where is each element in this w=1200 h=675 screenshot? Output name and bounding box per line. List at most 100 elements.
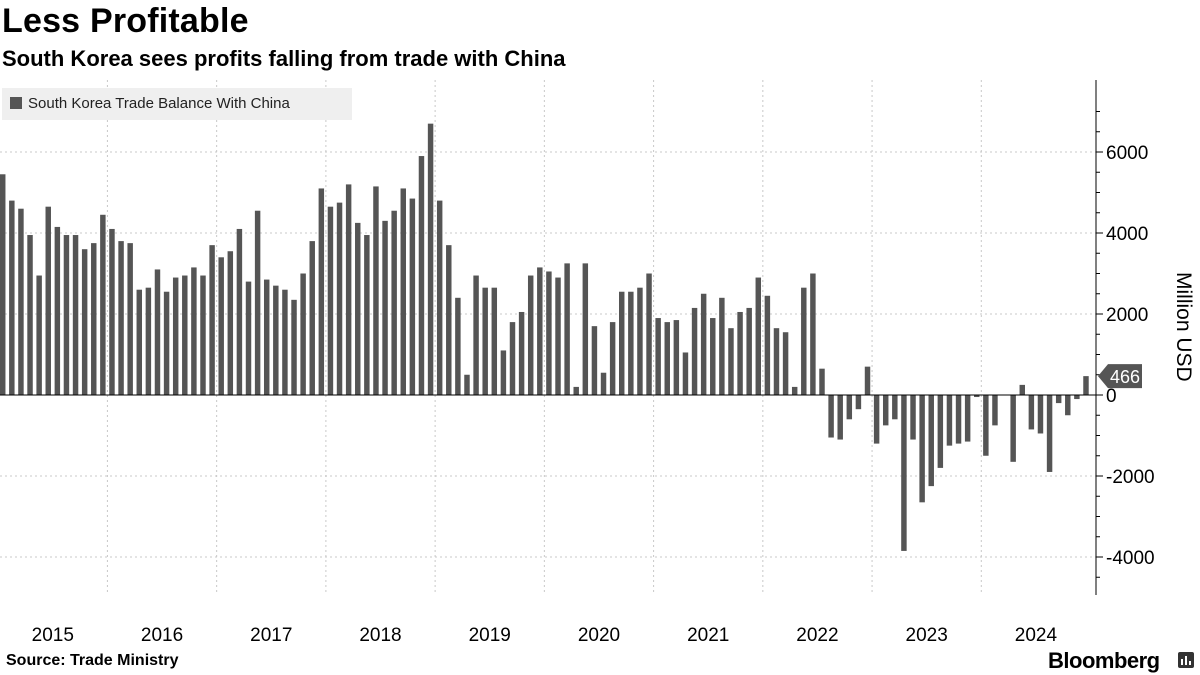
bar bbox=[491, 287, 498, 395]
bar bbox=[400, 188, 406, 395]
y-tick-label: 4000 bbox=[1106, 224, 1148, 245]
legend: South Korea Trade Balance With China bbox=[2, 88, 352, 120]
bar bbox=[418, 156, 425, 395]
bar bbox=[209, 245, 215, 395]
bar bbox=[273, 285, 279, 395]
y-axis: -4000 -2000 0 2000 4000 6000 bbox=[1095, 80, 1155, 595]
bar bbox=[910, 395, 916, 440]
bar bbox=[1037, 395, 1044, 434]
bar bbox=[955, 395, 962, 444]
x-tick-label: 2024 bbox=[1015, 625, 1058, 646]
y-tick-label: 0 bbox=[1106, 386, 1117, 407]
bar bbox=[391, 210, 397, 395]
bar bbox=[737, 311, 743, 395]
bar bbox=[154, 269, 161, 395]
bar bbox=[873, 395, 880, 444]
chart-subtitle: South Korea sees profits falling from tr… bbox=[2, 46, 566, 71]
x-tick-label: 2020 bbox=[578, 625, 620, 646]
bar bbox=[846, 395, 853, 420]
bar bbox=[382, 220, 388, 395]
last-value-callout: 466 bbox=[1098, 364, 1142, 389]
bar bbox=[555, 277, 561, 395]
x-tick-label: 2015 bbox=[32, 625, 74, 646]
bar bbox=[191, 267, 197, 395]
bar bbox=[236, 228, 243, 395]
bar bbox=[719, 297, 725, 395]
bar bbox=[710, 318, 716, 395]
bar bbox=[81, 249, 88, 395]
bar bbox=[1083, 376, 1089, 395]
bar bbox=[928, 395, 934, 487]
y-tick-label: -4000 bbox=[1106, 548, 1155, 569]
bar bbox=[282, 289, 288, 395]
legend-background bbox=[2, 88, 352, 120]
bar bbox=[591, 326, 598, 395]
bar bbox=[327, 206, 334, 395]
bar bbox=[163, 291, 170, 395]
bar bbox=[527, 275, 534, 395]
bar bbox=[828, 395, 834, 438]
bar bbox=[782, 332, 789, 395]
bar bbox=[1074, 395, 1080, 400]
bar bbox=[964, 395, 971, 442]
bar bbox=[819, 368, 825, 395]
bar bbox=[364, 235, 370, 395]
bar bbox=[1065, 395, 1071, 416]
bar bbox=[509, 322, 516, 395]
x-axis: 2015 2016 2017 2018 2019 2020 2021 2022 2023 2024 bbox=[32, 625, 1058, 646]
bar bbox=[436, 200, 443, 395]
bar bbox=[91, 243, 97, 395]
bar bbox=[609, 322, 616, 395]
bar bbox=[974, 395, 980, 398]
bar bbox=[582, 263, 589, 395]
y-tick-label: -2000 bbox=[1106, 467, 1155, 488]
bar bbox=[600, 372, 607, 395]
bar bbox=[109, 228, 115, 395]
bar bbox=[45, 206, 51, 395]
bar bbox=[864, 366, 871, 395]
bar bbox=[546, 271, 552, 395]
bar bbox=[646, 273, 652, 395]
bar bbox=[218, 257, 224, 395]
bar bbox=[227, 251, 234, 395]
bar bbox=[254, 210, 261, 395]
bar bbox=[473, 275, 479, 395]
gridlines bbox=[0, 80, 1096, 595]
bar bbox=[728, 328, 734, 395]
bar bbox=[573, 386, 579, 395]
bar bbox=[755, 277, 762, 395]
bar bbox=[136, 289, 143, 395]
bar bbox=[983, 395, 989, 456]
legend-label: South Korea Trade Balance With China bbox=[28, 95, 290, 112]
bar bbox=[901, 395, 907, 551]
bar bbox=[9, 200, 15, 395]
bar bbox=[355, 222, 361, 395]
bar bbox=[54, 226, 61, 395]
bar bbox=[145, 287, 152, 395]
y-tick-label: 2000 bbox=[1106, 305, 1148, 326]
bar bbox=[446, 245, 452, 395]
bar bbox=[855, 395, 862, 410]
bar bbox=[27, 235, 33, 395]
bar bbox=[36, 275, 42, 395]
legend-swatch bbox=[10, 97, 22, 109]
x-tick-label: 2022 bbox=[796, 625, 838, 646]
x-tick-label: 2021 bbox=[687, 625, 729, 646]
bar-series bbox=[0, 123, 1096, 551]
bar bbox=[455, 297, 461, 395]
bar bbox=[801, 287, 807, 395]
bar bbox=[791, 386, 798, 395]
chart-title: Less Profitable bbox=[2, 2, 249, 40]
x-tick-label: 2019 bbox=[469, 625, 511, 646]
x-tick-label: 2023 bbox=[906, 625, 948, 646]
bar bbox=[682, 352, 689, 395]
bar bbox=[464, 374, 470, 395]
y-tick-label: 6000 bbox=[1106, 143, 1148, 164]
x-tick-label: 2017 bbox=[250, 625, 292, 646]
bar bbox=[691, 307, 698, 395]
bar bbox=[263, 279, 270, 395]
bar bbox=[409, 198, 416, 395]
bar bbox=[992, 395, 998, 426]
bar bbox=[1055, 395, 1062, 404]
